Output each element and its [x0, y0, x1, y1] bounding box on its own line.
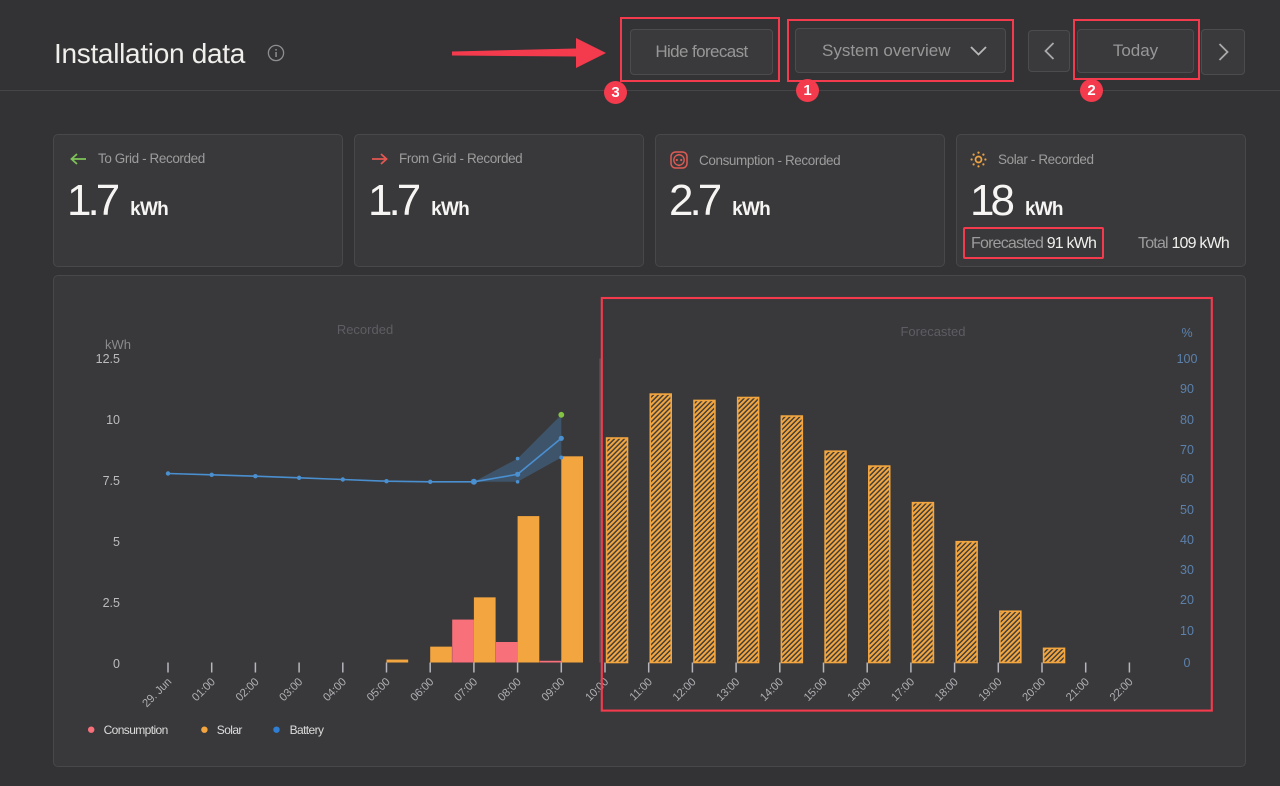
svg-text:10:00: 10:00 [583, 676, 611, 704]
svg-text:18:00: 18:00 [933, 676, 961, 704]
svg-text:kWh: kWh [105, 337, 131, 352]
svg-text:0: 0 [113, 657, 120, 671]
svg-text:06:00: 06:00 [409, 676, 437, 704]
svg-text:100: 100 [1177, 352, 1198, 366]
svg-text:7.5: 7.5 [103, 474, 120, 488]
svg-text:Recorded: Recorded [337, 322, 393, 337]
svg-text:10: 10 [106, 413, 120, 427]
svg-text:09:00: 09:00 [540, 676, 568, 704]
svg-text:40: 40 [1180, 533, 1194, 547]
svg-text:10: 10 [1180, 624, 1194, 638]
svg-text:01:00: 01:00 [190, 676, 218, 704]
svg-text:29. Jun: 29. Jun [140, 676, 174, 710]
svg-text:%: % [1181, 326, 1192, 340]
svg-text:20: 20 [1180, 593, 1194, 607]
svg-text:Battery: Battery [290, 723, 324, 737]
svg-text:2.5: 2.5 [103, 596, 120, 610]
svg-text:50: 50 [1180, 503, 1194, 517]
svg-text:11:00: 11:00 [628, 676, 655, 703]
svg-text:21:00: 21:00 [1064, 676, 1092, 704]
svg-text:Solar: Solar [217, 723, 243, 737]
svg-text:17:00: 17:00 [889, 676, 917, 704]
svg-text:Consumption: Consumption [104, 723, 168, 737]
svg-text:22:00: 22:00 [1108, 676, 1136, 704]
svg-text:70: 70 [1180, 443, 1194, 457]
svg-text:20:00: 20:00 [1020, 676, 1048, 704]
svg-text:60: 60 [1180, 472, 1194, 486]
svg-text:80: 80 [1180, 413, 1194, 427]
svg-text:13:00: 13:00 [714, 676, 742, 704]
svg-text:5: 5 [113, 535, 120, 549]
svg-text:02:00: 02:00 [234, 676, 262, 704]
svg-text:07:00: 07:00 [452, 676, 480, 704]
svg-text:Forecasted: Forecasted [900, 324, 965, 339]
svg-text:30: 30 [1180, 563, 1194, 577]
svg-text:08:00: 08:00 [496, 676, 524, 704]
svg-text:12:00: 12:00 [671, 676, 699, 704]
svg-text:04:00: 04:00 [321, 676, 349, 704]
svg-text:03:00: 03:00 [277, 676, 305, 704]
svg-text:12.5: 12.5 [96, 352, 120, 366]
svg-text:90: 90 [1180, 382, 1194, 396]
svg-text:15:00: 15:00 [802, 676, 830, 704]
svg-text:14:00: 14:00 [758, 676, 786, 704]
svg-text:0: 0 [1184, 656, 1191, 670]
svg-text:19:00: 19:00 [977, 676, 1005, 704]
svg-text:16:00: 16:00 [846, 676, 874, 704]
svg-text:05:00: 05:00 [365, 676, 393, 704]
